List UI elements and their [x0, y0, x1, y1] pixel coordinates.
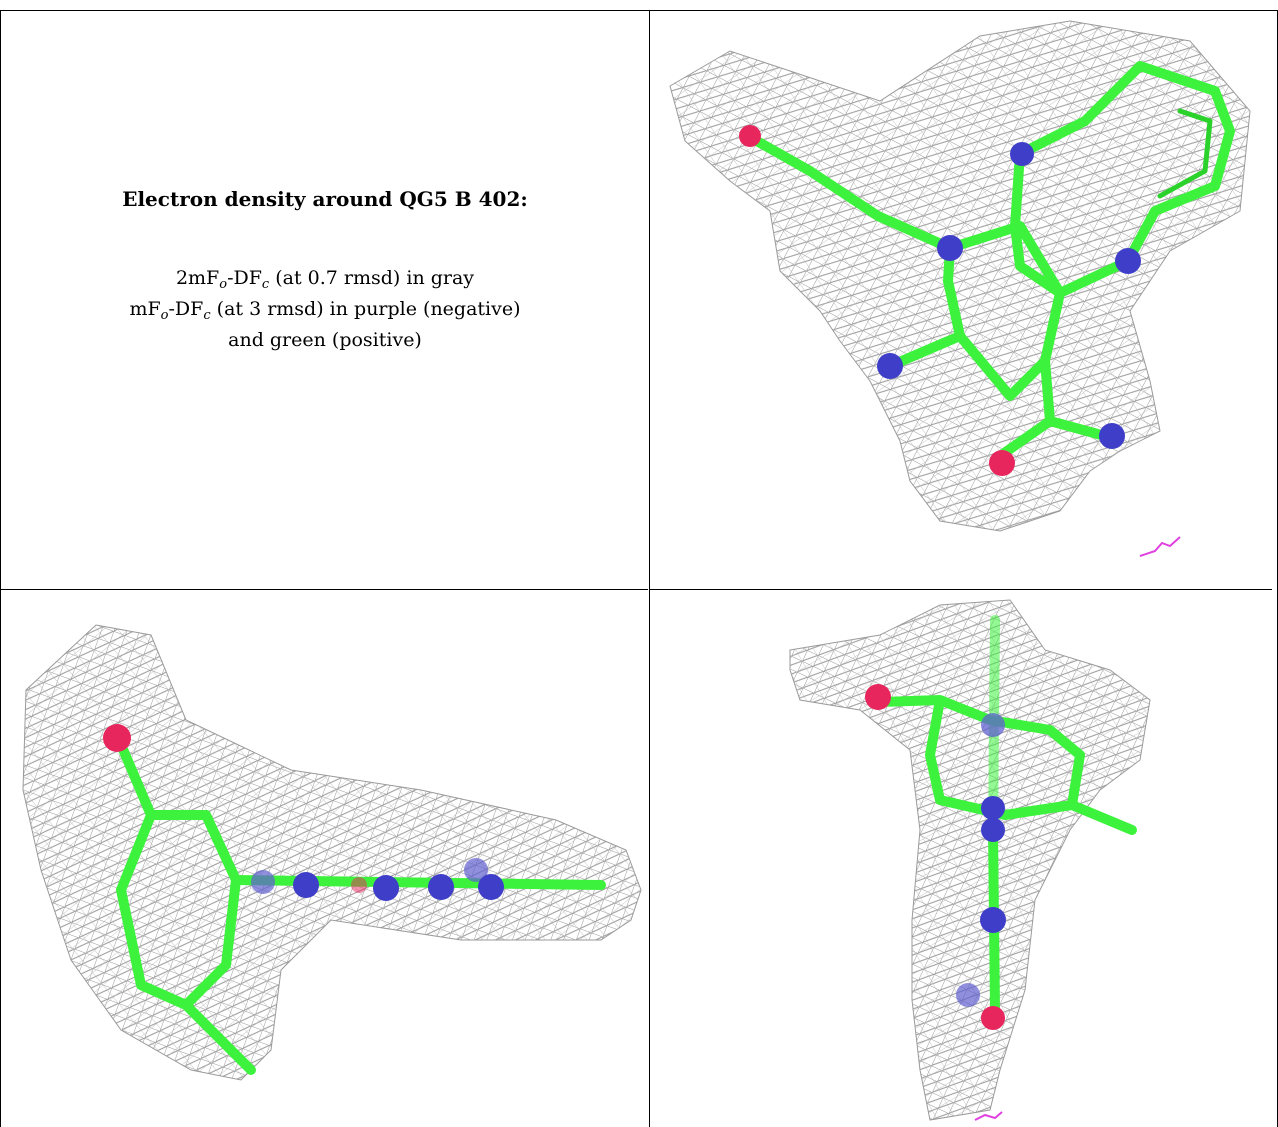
atoms — [739, 125, 1141, 476]
caption-line-2-suffix: (at 3 rmsd) in purple (negative) — [210, 298, 521, 320]
caption-line-2-mid: -DF — [168, 298, 204, 320]
caption-line-3: and green (positive) — [228, 329, 422, 351]
nitrogen-atom — [937, 235, 963, 261]
nitrogen-atom — [478, 874, 504, 900]
density-mesh-overlay — [670, 21, 1250, 531]
atoms — [865, 684, 1006, 1030]
caption-line-1-sub2: c — [261, 277, 270, 292]
nitrogen-atom — [956, 983, 980, 1007]
nitrogen-atom — [1010, 142, 1034, 166]
caption-lines: 2mFo-DFc (at 0.7 rmsd) in gray mFo-DFc (… — [129, 263, 520, 356]
table-middle-border-left — [0, 589, 648, 590]
atoms — [103, 724, 504, 901]
caption-line-1-prefix: 2mF — [175, 267, 220, 289]
nitrogen-atom — [1115, 248, 1141, 274]
caption-line-2-sub2: c — [203, 308, 211, 323]
caption-line-2-prefix: mF — [129, 298, 161, 320]
table-top-border — [0, 10, 1278, 11]
negative-density-blob — [974, 1111, 1003, 1121]
caption-line-1-mid: -DF — [227, 267, 262, 289]
caption-line-1-suffix: (at 0.7 rmsd) in gray — [269, 267, 475, 289]
table-left-border — [0, 10, 1, 1127]
density-view-top — [650, 11, 1277, 589]
nitrogen-atom — [373, 875, 399, 901]
nitrogen-atom — [1099, 423, 1125, 449]
nitrogen-atom — [877, 353, 903, 379]
density-view-top-svg — [669, 20, 1251, 557]
oxygen-atom — [103, 724, 131, 752]
oxygen-atom — [865, 684, 891, 710]
nitrogen-atom — [981, 818, 1005, 842]
nitrogen-atom — [428, 874, 454, 900]
table-center-border — [649, 10, 650, 1127]
oxygen-atom — [989, 450, 1015, 476]
density-mesh-overlay — [790, 600, 1150, 1120]
caption-line-2: mFo-DFc (at 3 rmsd) in purple (negative) — [129, 294, 520, 325]
nitrogen-atom — [981, 796, 1005, 820]
nitrogen-atom — [981, 713, 1005, 737]
density-view-end-svg — [789, 599, 1151, 1121]
density-mesh-overlay — [23, 625, 641, 1080]
density-view-side — [1, 590, 649, 1127]
caption-title: Electron density around QG5 B 402: — [122, 187, 528, 211]
negative-density-blob — [1139, 536, 1181, 557]
density-view-end — [650, 590, 1277, 1127]
nitrogen-atom — [464, 858, 488, 882]
caption-line-1-sub1: o — [219, 277, 228, 292]
caption-cell: Electron density around QG5 B 402: 2mFo-… — [1, 11, 649, 588]
density-view-side-svg — [22, 624, 642, 1081]
oxygen-atom — [351, 877, 367, 893]
caption-line-1: 2mFo-DFc (at 0.7 rmsd) in gray — [129, 263, 520, 294]
table-middle-border-right — [649, 589, 1272, 590]
ligand-model — [743, 61, 1235, 461]
oxygen-atom — [739, 125, 761, 147]
oxygen-atom — [981, 1006, 1005, 1030]
nitrogen-atom — [980, 907, 1006, 933]
nitrogen-atom — [293, 872, 319, 898]
caption-line-2-sub1: o — [160, 308, 169, 323]
nitrogen-atom — [251, 870, 275, 894]
